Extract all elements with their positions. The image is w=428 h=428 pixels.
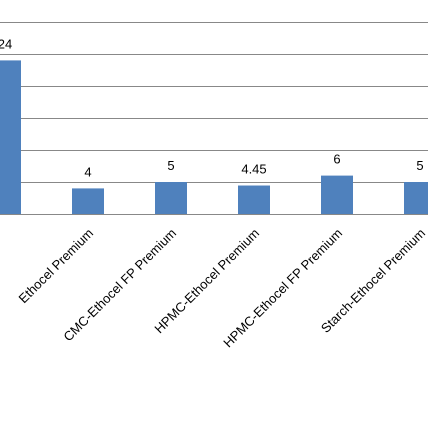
value-label: 24 [0,36,12,51]
bar [72,188,104,214]
bar [321,175,353,214]
bar [238,185,270,214]
bar [0,60,21,215]
value-label: 5 [416,158,423,173]
value-label: 5 [167,158,174,173]
bar [404,182,428,214]
x-tick-label: Ethocel Premium [16,226,97,307]
value-label: 4.45 [241,162,266,177]
bar [155,182,187,214]
value-label: 4 [84,164,91,179]
value-label: 6 [333,152,340,167]
